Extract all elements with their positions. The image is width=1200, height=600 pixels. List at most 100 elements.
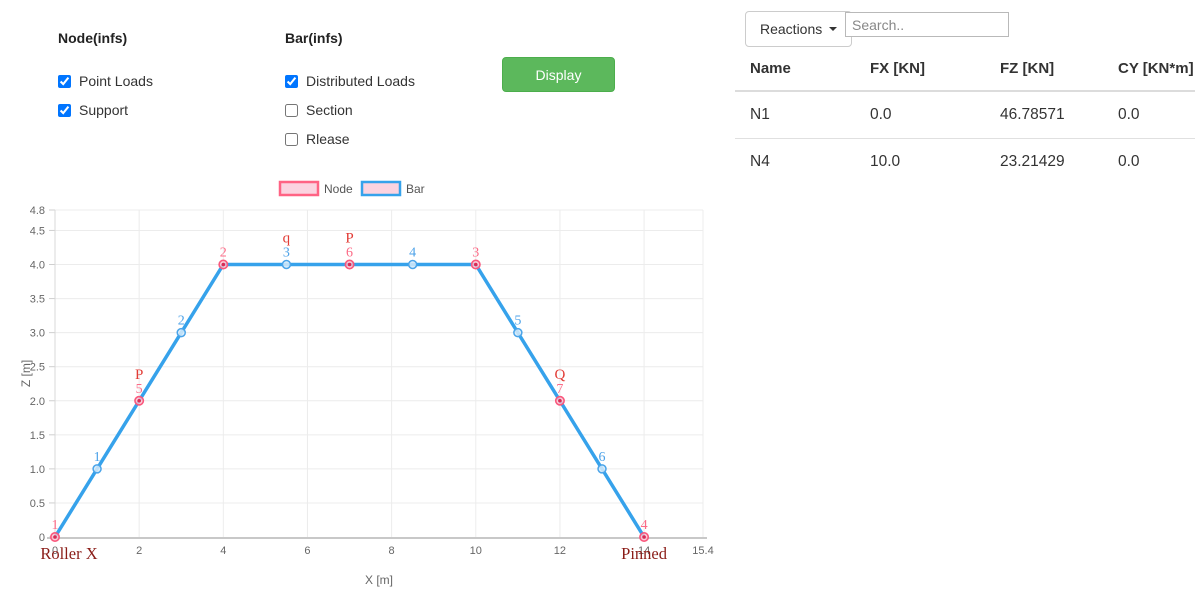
node-infs-checkbox-list: Point Loads Support: [58, 72, 268, 120]
table-cell: 46.78571: [1000, 106, 1065, 123]
bar-number-label: 3: [283, 246, 290, 261]
bar-marker: [597, 464, 607, 474]
bar-marker: [281, 259, 292, 270]
y-tick-label: 2.5: [30, 362, 45, 374]
reactions-table-header: Name FX [KN] FZ [KN] CY [KN*m]: [735, 52, 1195, 92]
table-cell: N4: [735, 138, 870, 185]
y-tick-label: 3.5: [30, 294, 45, 306]
node-number-label: 2: [220, 246, 227, 261]
bar-number-label: 6: [599, 450, 606, 465]
node-marker-dot: [221, 262, 226, 267]
x-tick-label: 14: [638, 545, 650, 557]
checkbox-input[interactable]: [58, 104, 71, 117]
legend-item-node[interactable]: Node: [278, 180, 353, 197]
y-tick-label: 1.5: [30, 430, 45, 442]
bar-marker: [407, 259, 418, 270]
column-header: FZ [KN]: [1000, 52, 1118, 92]
column-header: Name: [735, 52, 870, 92]
display-button[interactable]: Display: [502, 57, 615, 92]
checkbox-point-loads[interactable]: Point Loads: [58, 72, 268, 91]
table-cell: 10.0: [870, 138, 1000, 185]
structure-chart: 0 0.5 1.0 1.5 2.0 2.5 3.0 3.5 4.0 4.5 4.8 0 2 4 6 8 10 12…: [18, 168, 718, 598]
y-axis-title: Z [m]: [19, 360, 33, 387]
table-cell: 0.0: [1118, 106, 1140, 123]
node-marker-dot: [473, 262, 478, 267]
checkbox-label: Section: [306, 102, 353, 118]
bar-marker: [92, 464, 102, 474]
load-label: Q: [555, 367, 566, 383]
reactions-table: Name FX [KN] FZ [KN] CY [KN*m] N1 0.0 46.7857…: [735, 52, 1195, 185]
x-tick-label: 8: [389, 545, 395, 557]
node-infs-title: Node(infs): [58, 30, 128, 46]
checkbox-label: Distributed Loads: [306, 73, 415, 89]
reactions-dropdown-button[interactable]: Reactions: [745, 11, 853, 47]
bar-number-label: 2: [178, 314, 185, 329]
node-infs-group: Node(infs) Point Loads Support: [58, 30, 268, 130]
node-marker-dot: [347, 262, 352, 267]
table-cell: 23.21429: [1000, 138, 1118, 185]
checkbox-input[interactable]: [285, 133, 298, 146]
support-label: Pinned: [621, 544, 668, 563]
checkbox-label: Support: [79, 102, 129, 118]
node-marker-dot: [137, 398, 141, 403]
node-number-label: 4: [641, 518, 648, 533]
caret-down-icon: [829, 27, 838, 31]
table-row: N1 0.0 46.78571 0.0: [735, 91, 1195, 139]
y-tick-label: 4.8: [30, 205, 45, 217]
y-tick-label: 4.5: [30, 225, 45, 237]
node-number-label: 7: [556, 382, 563, 397]
checkbox-section[interactable]: Section: [285, 101, 495, 120]
structure-plot-svg: 00.51.01.52.02.53.03.54.04.54.80 2 4 6 8 10 12…: [19, 180, 714, 587]
x-tick-label: 0: [52, 545, 58, 557]
y-tick-label: 0: [39, 532, 45, 544]
legend-swatch[interactable]: [360, 180, 402, 197]
x-tick-label: 10: [470, 545, 482, 557]
y-tick-label: 0.5: [30, 498, 45, 510]
node-number-label: 3: [472, 246, 479, 261]
bar-infs-checkbox-list: Distributed Loads Section Rlease: [285, 72, 495, 149]
x-tick-label: 6: [304, 545, 310, 557]
load-label: P: [135, 367, 143, 383]
bar-number-label: 1: [94, 450, 101, 465]
y-tick-label: 3.0: [30, 328, 45, 340]
checkbox-input[interactable]: [285, 75, 298, 88]
column-header: FX [KN]: [870, 52, 1000, 92]
checkbox-input[interactable]: [285, 104, 298, 117]
reactions-table-body: N1 0.0 46.78571 0.0 N4 10.0 23.21429 0.0: [735, 91, 1195, 185]
table-row: N4 10.0 23.21429 0.0: [735, 138, 1195, 185]
column-header: CY [KN*m]: [1118, 52, 1195, 92]
node-marker-dot: [53, 535, 57, 539]
node-number-label: 6: [346, 246, 353, 261]
x-tick-label: 2: [136, 545, 142, 557]
x-tick-label: 4: [220, 545, 226, 557]
node-number-label: 5: [136, 382, 143, 397]
node-number-label: 1: [52, 518, 59, 533]
bar-number-label: 4: [409, 246, 416, 261]
legend-swatch[interactable]: [278, 180, 320, 197]
legend-label[interactable]: Node: [324, 182, 353, 196]
bar-infs-title: Bar(infs): [285, 30, 343, 46]
y-tick-label: 2.0: [30, 396, 45, 408]
node-marker-dot: [642, 535, 646, 539]
x-tick-label: 12: [554, 545, 566, 557]
legend-item-bar[interactable]: Bar: [360, 180, 425, 197]
y-tick-label: 1.0: [30, 464, 45, 476]
checkbox-label: Point Loads: [79, 73, 153, 89]
bar-number-label: 5: [514, 314, 521, 329]
x-axis-title: X [m]: [365, 573, 393, 587]
checkbox-input[interactable]: [58, 75, 71, 88]
checkbox-rlease[interactable]: Rlease: [285, 130, 495, 149]
reactions-dropdown-label: Reactions: [760, 21, 823, 37]
bar-infs-group: Bar(infs) Distributed Loads Section Rlease: [285, 30, 495, 159]
x-tick-label: 15.4: [692, 545, 713, 557]
checkbox-support[interactable]: Support: [58, 101, 268, 120]
bar-marker: [513, 327, 523, 338]
load-label: q: [283, 231, 291, 247]
legend-label[interactable]: Bar: [406, 182, 425, 196]
table-cell: 0.0: [1118, 138, 1195, 185]
support-label: Roller X: [40, 544, 97, 563]
checkbox-distributed-loads[interactable]: Distributed Loads: [285, 72, 495, 91]
load-label: P: [345, 231, 353, 247]
search-input[interactable]: [845, 12, 1009, 37]
